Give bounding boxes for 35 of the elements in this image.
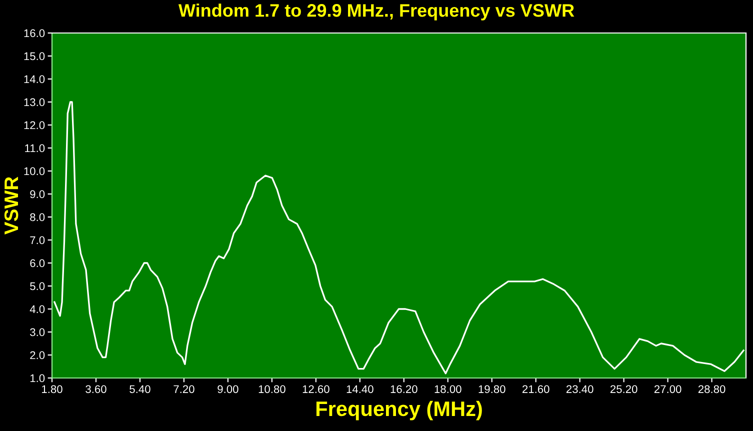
y-tick-label: 12.0 — [24, 121, 45, 130]
x-tick-label: 10.80 — [258, 385, 286, 394]
y-tick-label: 3.0 — [30, 328, 45, 336]
x-tick-label: 5.40 — [130, 385, 150, 394]
x-tick-label: 1.80 — [42, 385, 62, 394]
x-tick-label: 19.80 — [478, 385, 506, 394]
x-tick-label: 18.00 — [434, 385, 462, 394]
y-tick-label: 14.0 — [24, 75, 45, 84]
x-tick-label: 16.20 — [390, 385, 418, 394]
x-tick-label: 14.40 — [346, 385, 374, 394]
y-tick-label: 11.0 — [25, 144, 45, 152]
y-tick-label: 1.0 — [30, 374, 45, 382]
x-tick-label: 21.60 — [522, 385, 550, 394]
y-tick-label: 4.0 — [30, 305, 45, 314]
y-tick-label: 15.0 — [24, 52, 45, 60]
x-tick-label: 28.80 — [698, 385, 726, 394]
y-tick-label: 2.0 — [30, 351, 45, 360]
x-tick-label: 23.40 — [566, 385, 594, 394]
y-tick-label: 7.0 — [30, 236, 45, 244]
y-tick-label: 5.0 — [30, 282, 45, 290]
chart-title: Windom 1.7 to 29.9 MHz., Frequency vs VSWR — [178, 4, 574, 20]
y-tick-label: 10.0 — [24, 167, 45, 176]
y-axis-title: VSWR — [4, 176, 18, 235]
x-tick-label: 7.20 — [174, 385, 194, 394]
y-tick-label: 9.0 — [30, 190, 45, 198]
x-tick-label: 3.60 — [86, 385, 106, 394]
x-tick-label: 25.20 — [610, 385, 638, 394]
y-tick-label: 8.0 — [30, 213, 45, 222]
x-tick-label: 12.60 — [302, 385, 330, 394]
y-tick-label: 16.0 — [24, 29, 45, 38]
x-tick-label: 27.00 — [654, 385, 682, 394]
x-tick-label: 9.00 — [218, 385, 238, 394]
y-tick-label: 13.0 — [24, 98, 45, 106]
x-axis-title: Frequency (MHz) — [316, 400, 482, 420]
y-tick-label: 6.0 — [30, 259, 45, 268]
